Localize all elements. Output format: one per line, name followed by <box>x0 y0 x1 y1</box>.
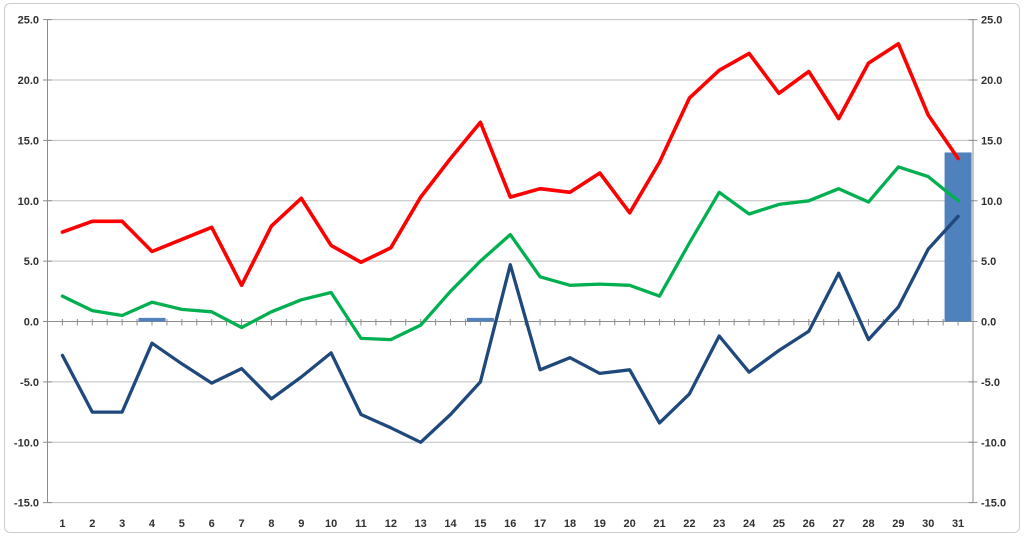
y-axis-label-right: -10.0 <box>981 437 1006 449</box>
x-axis-label: 1 <box>59 518 65 530</box>
x-axis-label: 4 <box>149 518 156 530</box>
x-axis-label: 7 <box>238 518 244 530</box>
y-axis-label-right: 5.0 <box>981 256 996 268</box>
x-axis-label: 16 <box>504 518 516 530</box>
x-axis-label: 14 <box>444 518 457 530</box>
x-axis-label: 25 <box>773 518 785 530</box>
x-axis-label: 6 <box>209 518 215 530</box>
x-axis-label: 9 <box>298 518 304 530</box>
green-line[interactable] <box>60 165 960 342</box>
x-axis-label: 17 <box>534 518 546 530</box>
x-axis-label: 22 <box>683 518 695 530</box>
x-axis-label: 21 <box>653 518 665 530</box>
y-axis-label-right: 20.0 <box>981 75 1002 87</box>
y-axis-label-left: 25.0 <box>18 15 39 27</box>
y-axis-label-right: -15.0 <box>981 498 1006 510</box>
x-axis-label: 30 <box>922 518 934 530</box>
x-axis-label: 11 <box>355 518 367 530</box>
y-axis-label-right: 0.0 <box>981 317 996 329</box>
y-axis-label-left: -5.0 <box>20 377 39 389</box>
y-axis-label-left: -10.0 <box>14 437 39 449</box>
x-axis-label: 23 <box>713 518 725 530</box>
x-axis-label: 15 <box>474 518 486 530</box>
y-axis-label-right: -5.0 <box>981 377 1000 389</box>
y-axis-label-right: 15.0 <box>981 135 1002 147</box>
bar-day-31[interactable] <box>944 152 972 322</box>
x-axis-label: 29 <box>892 518 904 530</box>
x-axis-label: 19 <box>594 518 606 530</box>
x-axis-label: 26 <box>803 518 815 530</box>
y-axis-label-left: 5.0 <box>24 256 39 268</box>
y-axis-label-right: 10.0 <box>981 196 1002 208</box>
x-axis-label: 31 <box>952 518 964 530</box>
y-axis-label-left: 0.0 <box>24 317 39 329</box>
x-axis-label: 24 <box>743 518 756 530</box>
x-axis-label: 18 <box>564 518 576 530</box>
y-axis-label-left: 20.0 <box>18 75 39 87</box>
x-axis-label: 13 <box>415 518 427 530</box>
x-axis-label: 27 <box>833 518 845 530</box>
y-axis-label-left: -15.0 <box>14 498 39 510</box>
x-axis-label: 5 <box>179 518 185 530</box>
y-axis-label-left: 10.0 <box>18 196 39 208</box>
x-axis-label: 2 <box>89 518 95 530</box>
x-axis-label: 12 <box>385 518 397 530</box>
navy-line[interactable] <box>60 214 960 444</box>
x-axis-label: 10 <box>325 518 337 530</box>
x-axis-label: 28 <box>862 518 874 530</box>
y-axis-label-left: 15.0 <box>18 135 39 147</box>
red-line[interactable] <box>60 41 960 288</box>
y-axis-label-right: 25.0 <box>981 15 1002 27</box>
x-axis-label: 20 <box>624 518 636 530</box>
x-axis-label: 8 <box>268 518 274 530</box>
x-axis-label: 3 <box>119 518 125 530</box>
bar-day-15[interactable] <box>466 317 494 322</box>
bar-day-4[interactable] <box>138 317 166 322</box>
